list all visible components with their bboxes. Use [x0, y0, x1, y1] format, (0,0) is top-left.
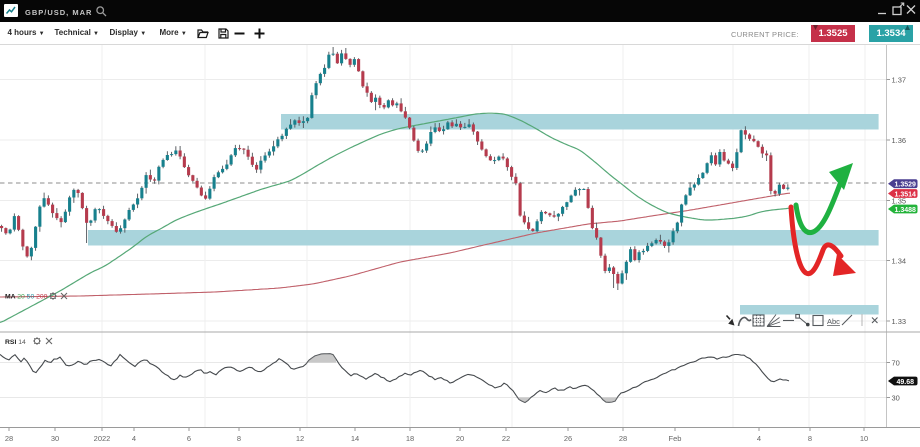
svg-text:4: 4 [757, 434, 761, 443]
svg-text:30: 30 [892, 394, 900, 403]
svg-text:2022: 2022 [94, 434, 111, 443]
svg-text:28: 28 [5, 434, 13, 443]
svg-text:1.3514: 1.3514 [895, 192, 917, 199]
svg-text:8: 8 [237, 434, 241, 443]
svg-text:1.34: 1.34 [892, 257, 907, 266]
svg-text:20: 20 [456, 434, 464, 443]
svg-text:22: 22 [502, 434, 510, 443]
svg-text:MA 20 50 200: MA 20 50 200 [5, 294, 48, 301]
svg-text:Feb: Feb [669, 434, 682, 443]
svg-text:1.3529: 1.3529 [895, 182, 917, 189]
svg-text:1.37: 1.37 [892, 76, 907, 85]
svg-text:18: 18 [406, 434, 414, 443]
svg-text:6: 6 [187, 434, 191, 443]
svg-text:49.68: 49.68 [896, 379, 914, 386]
svg-text:8: 8 [808, 434, 812, 443]
svg-text:1.36: 1.36 [892, 136, 907, 145]
svg-text:12: 12 [296, 434, 304, 443]
svg-text:14: 14 [351, 434, 359, 443]
svg-text:Abc: Abc [827, 317, 840, 326]
svg-text:RSI 14: RSI 14 [5, 339, 26, 346]
svg-text:26: 26 [564, 434, 572, 443]
svg-text:30: 30 [51, 434, 59, 443]
svg-text:1.3488: 1.3488 [895, 207, 917, 214]
svg-text:1.35: 1.35 [892, 197, 907, 206]
svg-text:28: 28 [619, 434, 627, 443]
svg-text:1.33: 1.33 [892, 317, 907, 326]
svg-text:70: 70 [892, 359, 900, 368]
svg-text:10: 10 [860, 434, 868, 443]
svg-text:4: 4 [132, 434, 136, 443]
